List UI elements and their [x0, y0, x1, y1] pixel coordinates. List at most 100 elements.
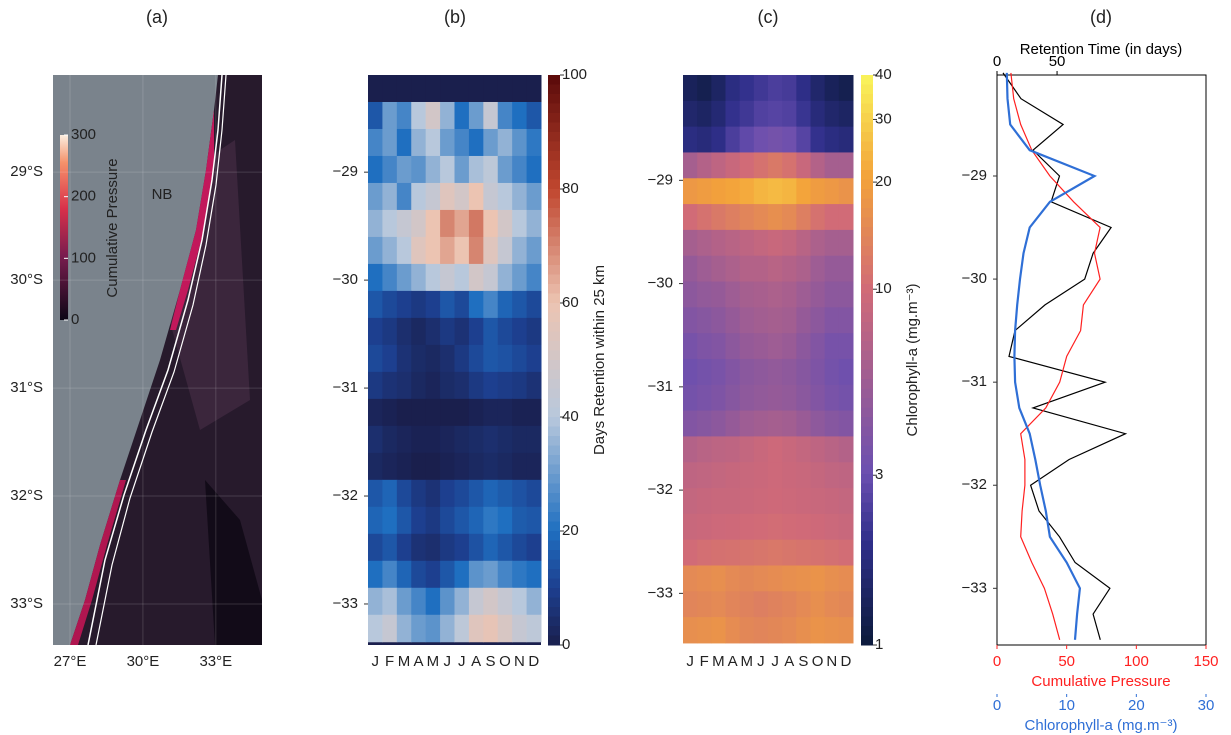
x-tick-label: J	[371, 653, 379, 670]
heatmap-cell	[810, 436, 826, 463]
heatmap-cell	[796, 513, 811, 541]
colorbar-segment	[548, 483, 560, 494]
heatmap-cell	[838, 229, 854, 257]
x-tick-label: 0	[993, 697, 1001, 714]
heatmap-cell	[425, 479, 441, 508]
heatmap-cell	[396, 344, 412, 373]
heatmap-cell	[468, 101, 484, 130]
colorbar-segment	[861, 208, 873, 218]
colorbar-segment	[548, 445, 560, 456]
heatmap-cell	[526, 182, 542, 211]
heatmap-cell	[824, 462, 840, 489]
colorbar-segment	[861, 417, 873, 427]
heatmap-cell	[838, 333, 854, 360]
heatmap-cell	[468, 506, 484, 535]
colorbar-segment	[861, 179, 873, 190]
heatmap-cell	[782, 462, 797, 489]
heatmap-cell	[483, 587, 499, 616]
heatmap-cell	[512, 263, 528, 292]
heatmap-cell	[497, 587, 513, 616]
y-tick-label: 33°S	[10, 595, 43, 612]
heatmap-cell	[483, 263, 499, 292]
heatmap-cell	[425, 236, 441, 265]
colorbar-segment	[861, 322, 873, 332]
heatmap-cell	[711, 565, 726, 592]
heatmap-cell	[468, 263, 484, 292]
colorbar-segment	[548, 436, 560, 446]
heatmap-cell	[497, 398, 513, 427]
heatmap-cell	[782, 333, 797, 360]
x-tick-label: 100	[1124, 653, 1149, 670]
colorbar-segment	[548, 369, 560, 380]
panel-title: (d)	[1090, 7, 1112, 27]
heatmap-cell	[768, 462, 783, 489]
heatmap-cell	[810, 565, 826, 592]
heatmap-cell	[526, 452, 542, 481]
heatmap-cell	[483, 371, 499, 400]
colorbar-segment	[548, 179, 560, 190]
heatmap-cell	[838, 384, 854, 412]
heatmap-cell	[497, 263, 513, 292]
heatmap-cell	[497, 75, 513, 103]
heatmap-cell	[796, 178, 811, 205]
colorbar-segment	[861, 331, 873, 342]
colorbar-segment	[861, 255, 873, 266]
heatmap-cell	[454, 290, 470, 319]
heatmap-cell	[824, 281, 840, 308]
colorbar-segment	[548, 284, 560, 294]
heatmap-cell	[725, 152, 741, 179]
heatmap-cell	[382, 425, 398, 454]
x-tick-label: F	[385, 653, 394, 670]
colorbar-segment	[861, 531, 873, 541]
colorbar-segment	[548, 426, 560, 437]
heatmap-cell	[497, 452, 513, 481]
colorbar-segment	[861, 189, 873, 199]
heatmap-cell	[425, 560, 441, 589]
heatmap-cell	[497, 101, 513, 130]
heatmap-cell	[396, 209, 412, 238]
heatmap-cell	[440, 236, 455, 265]
heatmap-cell	[368, 290, 383, 319]
heatmap-cell	[526, 101, 542, 130]
heatmap-cell	[824, 565, 840, 592]
heatmap-cell	[753, 178, 769, 205]
heatmap-cell	[782, 591, 797, 618]
heatmap-cell	[440, 533, 455, 562]
heatmap-cell	[810, 358, 826, 386]
x-tick-label: J	[444, 653, 452, 670]
y-tick-label: −33	[962, 579, 987, 596]
heatmap-cell	[824, 539, 840, 566]
heatmap-cell	[396, 614, 412, 643]
heatmap-cell	[382, 209, 398, 238]
heatmap-cell	[382, 587, 398, 616]
colorbar-segment	[861, 597, 873, 608]
heatmap-cell	[739, 539, 755, 566]
heatmap-cell	[425, 614, 441, 643]
heatmap-cell	[683, 358, 698, 386]
heatmap-cell	[711, 358, 726, 386]
heatmap-cell	[725, 617, 741, 644]
contour	[95, 75, 227, 645]
heatmap-cell	[396, 155, 412, 184]
colorbar-segment	[861, 341, 873, 351]
heatmap-cell	[396, 398, 412, 427]
colorbar-tick-label: 20	[562, 522, 579, 539]
heatmap-cell	[725, 358, 741, 386]
colorbar-segment	[861, 464, 873, 475]
x-tick-label: A	[784, 653, 794, 670]
heatmap-cell	[440, 263, 455, 292]
x-tick-label: M	[398, 653, 411, 670]
colorbar-segment	[548, 455, 560, 465]
heatmap-cell	[768, 410, 783, 437]
heatmap-cell	[782, 488, 797, 515]
colorbar-segment	[548, 84, 560, 95]
heatmap-cell	[440, 155, 455, 184]
heatmap-cell	[697, 178, 712, 205]
heatmap-cell	[711, 178, 726, 205]
colorbar-segment	[861, 103, 873, 114]
ocean-pattern	[205, 480, 262, 645]
heatmap-cell	[810, 126, 826, 153]
x-tick-label: N	[514, 653, 525, 670]
colorbar-segment	[861, 170, 873, 180]
heatmap-cell	[396, 75, 412, 103]
